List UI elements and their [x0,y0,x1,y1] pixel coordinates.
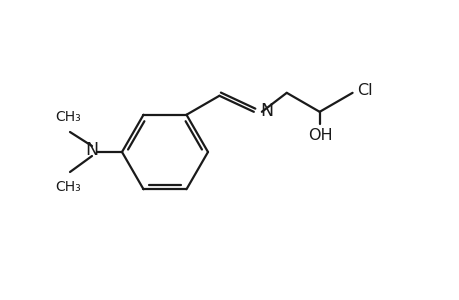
Text: Cl: Cl [357,83,372,98]
Text: CH₃: CH₃ [55,180,81,194]
Text: OH: OH [308,128,332,143]
Text: N: N [85,141,98,159]
Text: CH₃: CH₃ [55,110,81,124]
Text: N: N [259,102,272,120]
